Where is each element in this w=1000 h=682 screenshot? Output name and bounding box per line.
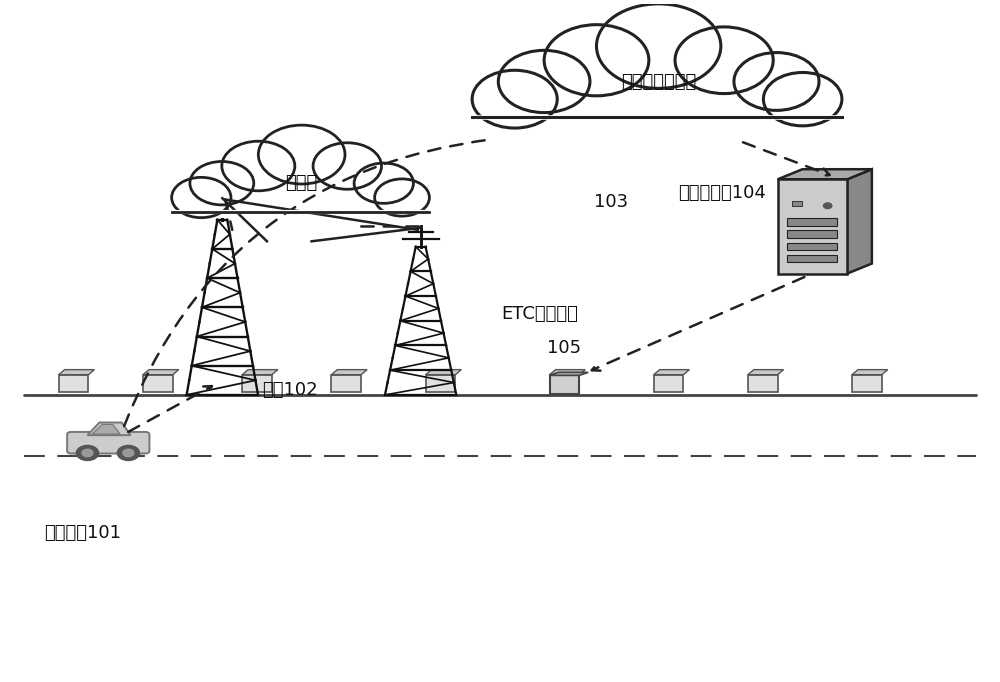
Circle shape [763,72,842,126]
Circle shape [596,4,721,89]
Text: 车辆终端101: 车辆终端101 [44,524,121,542]
Text: 边缘云平台104: 边缘云平台104 [679,183,766,202]
Text: 核心网: 核心网 [286,174,318,192]
Circle shape [172,177,231,218]
Bar [171,186,433,218]
FancyBboxPatch shape [654,374,683,391]
FancyBboxPatch shape [787,231,837,238]
Polygon shape [59,370,94,374]
Circle shape [544,25,649,95]
FancyBboxPatch shape [59,374,88,391]
FancyBboxPatch shape [787,255,837,263]
Circle shape [190,162,254,205]
Text: 103: 103 [594,193,628,211]
Circle shape [222,141,295,191]
FancyBboxPatch shape [143,374,173,391]
Circle shape [313,143,381,190]
Circle shape [82,449,93,457]
FancyBboxPatch shape [787,218,837,226]
FancyBboxPatch shape [778,179,847,273]
Circle shape [117,445,139,460]
Text: 基站102: 基站102 [262,381,318,400]
Circle shape [354,163,413,203]
Circle shape [823,203,832,209]
Text: 105: 105 [547,339,582,357]
Circle shape [675,27,773,93]
Circle shape [123,449,134,457]
Circle shape [734,53,819,110]
Bar [470,85,847,124]
Circle shape [472,70,557,128]
Circle shape [498,50,590,113]
Polygon shape [654,370,689,374]
FancyBboxPatch shape [426,374,455,391]
Polygon shape [748,370,784,374]
FancyBboxPatch shape [787,243,837,250]
Polygon shape [92,424,120,434]
Polygon shape [242,370,278,374]
FancyBboxPatch shape [550,374,579,391]
Polygon shape [143,370,179,374]
Polygon shape [550,372,588,375]
FancyArrowPatch shape [124,139,492,426]
Polygon shape [847,169,872,273]
Polygon shape [426,370,461,374]
Text: ETC路侧单元: ETC路侧单元 [501,305,578,323]
FancyBboxPatch shape [852,374,882,391]
FancyBboxPatch shape [748,374,778,391]
FancyBboxPatch shape [792,201,802,206]
Circle shape [258,125,345,184]
Polygon shape [852,370,888,374]
Text: 车路协同云平台: 车路协同云平台 [621,73,696,91]
Polygon shape [778,169,872,179]
FancyBboxPatch shape [242,374,272,391]
Polygon shape [550,370,585,374]
Circle shape [76,445,99,460]
FancyBboxPatch shape [331,374,361,391]
Polygon shape [87,423,131,435]
Polygon shape [331,370,367,374]
FancyBboxPatch shape [550,375,579,394]
FancyBboxPatch shape [67,432,149,454]
Circle shape [375,179,429,216]
